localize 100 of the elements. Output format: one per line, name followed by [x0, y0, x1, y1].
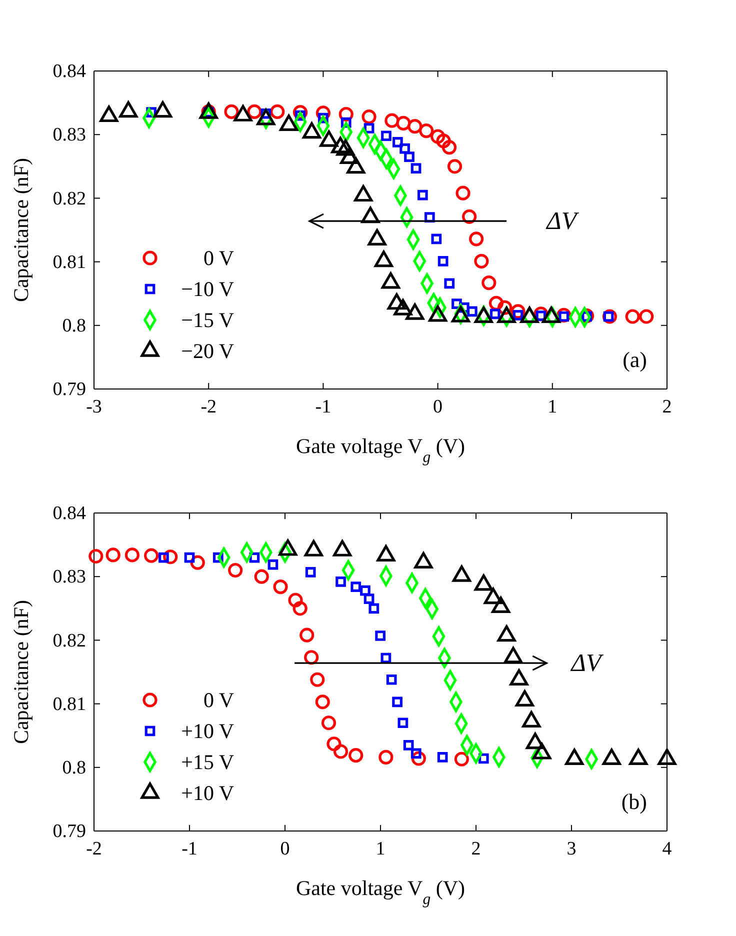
y-tick-label: 0.84	[52, 61, 86, 82]
point	[454, 752, 469, 766]
y-tick-label: 0.81	[52, 252, 86, 273]
annotation: (a)	[622, 347, 647, 372]
point	[350, 582, 362, 592]
point	[392, 137, 403, 148]
x-tick-label: -3	[86, 396, 102, 418]
y-axis-title: Capacitance (nF)	[9, 158, 33, 302]
point	[305, 566, 316, 578]
x-tick-label: 4	[662, 838, 672, 860]
point	[418, 190, 428, 200]
point	[447, 159, 462, 174]
point	[467, 306, 478, 317]
x-tick-label: -1	[182, 838, 198, 860]
x-tick-label: -1	[315, 396, 332, 418]
x-tick-label: 0	[280, 838, 290, 860]
point	[224, 104, 239, 120]
x-tick-label: 2	[471, 838, 481, 860]
y-tick-label: 0.84	[52, 503, 86, 524]
point	[381, 130, 392, 142]
x-tick-label: 1	[376, 838, 386, 860]
point	[247, 104, 262, 120]
point	[474, 254, 489, 268]
x-tick-label: 2	[662, 396, 672, 418]
y-tick-label: 0.83	[52, 566, 86, 588]
legend-label: −10 V	[181, 277, 234, 301]
point	[348, 748, 364, 763]
point	[396, 116, 411, 130]
point	[469, 232, 484, 246]
point	[488, 296, 504, 310]
x-tick-label: 1	[548, 396, 558, 418]
legend-label: +10 V	[181, 781, 234, 805]
y-tick-label: 0.79	[52, 821, 86, 842]
point	[419, 123, 434, 138]
point	[410, 163, 422, 174]
point	[268, 559, 278, 570]
point	[384, 113, 400, 128]
point	[380, 652, 392, 664]
x-tick-label: 0	[433, 396, 443, 418]
point	[360, 585, 370, 596]
legend-label: 0 V	[203, 688, 234, 712]
point	[408, 119, 422, 134]
point	[288, 592, 303, 608]
y-tick-label: 0.83	[52, 124, 86, 146]
point	[400, 143, 410, 154]
point	[106, 548, 120, 562]
legend-label: +10 V	[181, 719, 234, 743]
point	[431, 234, 442, 244]
point	[430, 129, 446, 144]
annotation: ΔV	[570, 650, 604, 678]
point	[490, 308, 500, 320]
point	[398, 718, 408, 728]
point	[315, 694, 330, 710]
point	[404, 152, 414, 162]
y-tick-label: 0.79	[52, 379, 86, 400]
point	[639, 309, 654, 324]
point	[124, 548, 140, 562]
y-tick-label: 0.82	[52, 188, 86, 210]
y-axis-title: Capacitance (nF)	[9, 600, 33, 744]
point	[321, 716, 336, 730]
point	[310, 672, 325, 687]
point	[364, 594, 374, 604]
point	[362, 109, 376, 124]
legend-label: 0 V	[203, 246, 234, 270]
x-axis-title: Gate voltage V$_{g}$ (V)	[296, 876, 466, 908]
point	[228, 562, 243, 578]
point	[442, 140, 457, 155]
point	[444, 278, 455, 289]
point	[625, 309, 640, 324]
y-tick-label: 0.8	[62, 315, 86, 336]
point	[144, 548, 159, 563]
y-tick-label: 0.81	[52, 694, 86, 715]
point	[292, 601, 308, 616]
point	[273, 579, 288, 594]
point	[254, 569, 269, 584]
y-tick-label: 0.8	[62, 757, 86, 778]
annotation: (b)	[621, 789, 647, 814]
point	[378, 750, 394, 765]
point	[333, 744, 348, 759]
point	[184, 552, 195, 563]
x-tick-label: -2	[86, 838, 102, 860]
x-axis-title: Gate voltage V$_{g}$ (V)	[296, 434, 466, 466]
point	[158, 552, 169, 563]
point	[336, 576, 346, 587]
point	[368, 603, 380, 614]
point	[456, 186, 470, 200]
annotation: ΔV	[546, 208, 580, 236]
x-tick-label: 3	[566, 838, 576, 860]
point	[436, 134, 451, 148]
point	[392, 696, 402, 708]
y-tick-label: 0.82	[52, 630, 86, 652]
point	[438, 256, 448, 266]
point	[482, 275, 496, 290]
point	[375, 630, 386, 641]
legend-label: +15 V	[181, 750, 234, 774]
point	[386, 674, 397, 685]
legend-label: −20 V	[181, 339, 234, 363]
point	[300, 628, 314, 642]
point	[270, 104, 285, 120]
legend-label: −15 V	[181, 308, 234, 332]
